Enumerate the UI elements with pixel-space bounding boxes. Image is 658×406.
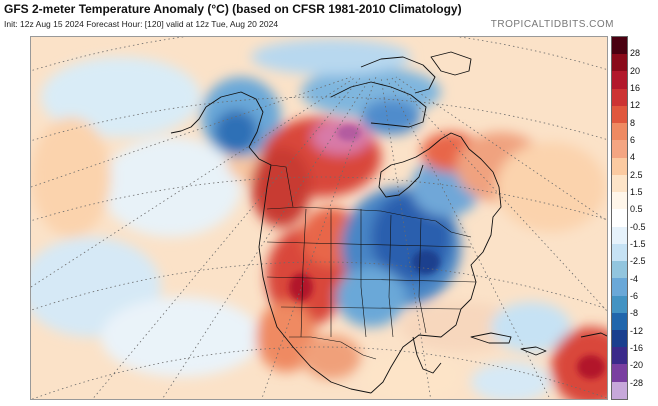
colorbar-label: 2.5 bbox=[630, 169, 643, 180]
colorbar-segment bbox=[612, 226, 627, 244]
colorbar-label: 0.5 bbox=[630, 204, 643, 215]
colorbar-segment bbox=[612, 174, 627, 193]
colorbar-segment bbox=[612, 123, 627, 141]
map-title: GFS 2-meter Temperature Anomaly (°C) (ba… bbox=[4, 2, 462, 16]
colorbar-labels: 28 20 16 12 8 6 4 2.5 1.5 0.5 -0.5 -1.5 -2.5 -4 -6 -8 -1… bbox=[630, 36, 658, 400]
colorbar-segment bbox=[612, 364, 627, 382]
colorbar-segment bbox=[612, 243, 627, 262]
forecast-info: Init: 12z Aug 15 2024 Forecast Hour: [12… bbox=[4, 19, 279, 29]
colorbar-segment bbox=[612, 295, 627, 313]
colorbar-segment bbox=[612, 37, 627, 55]
colorbar-label: -2.5 bbox=[630, 256, 646, 267]
colorbar-label: -16 bbox=[630, 343, 644, 353]
colorbar-label: -6 bbox=[630, 291, 639, 301]
colorbar-label: -0.5 bbox=[630, 221, 646, 232]
anomaly-map bbox=[30, 36, 608, 400]
colorbar-segment bbox=[612, 157, 627, 175]
colorbar-label: 28 bbox=[630, 48, 641, 59]
colorbar-label: -20 bbox=[630, 360, 644, 371]
colorbar-segment bbox=[612, 192, 627, 210]
colorbar-segment bbox=[612, 261, 627, 279]
colorbar-label: 16 bbox=[630, 83, 641, 93]
colorbar-label: -4 bbox=[630, 273, 639, 284]
colorbar-label: -8 bbox=[630, 308, 639, 319]
colorbar-segment bbox=[612, 209, 627, 227]
map-canvas bbox=[31, 37, 607, 399]
coastlines bbox=[170, 51, 607, 394]
graticule bbox=[31, 37, 607, 399]
colorbar-label: -1.5 bbox=[630, 239, 646, 249]
site-brand: TROPICALTIDBITS.COM bbox=[490, 19, 614, 30]
colorbar-segment bbox=[612, 347, 627, 365]
colorbar-label: 12 bbox=[630, 100, 641, 111]
colorbar-segment bbox=[612, 140, 627, 158]
colorbar bbox=[611, 36, 628, 400]
colorbar-segment bbox=[612, 105, 627, 124]
political-borders bbox=[266, 164, 477, 360]
colorbar-label: 6 bbox=[630, 135, 636, 145]
colorbar-segment bbox=[612, 88, 627, 106]
colorbar-segment bbox=[612, 312, 627, 330]
anomaly-detail bbox=[289, 125, 605, 379]
colorbar-segment bbox=[612, 381, 627, 399]
colorbar-label: 20 bbox=[630, 65, 641, 76]
colorbar-label: 8 bbox=[630, 117, 636, 128]
colorbar-label: 4 bbox=[630, 152, 636, 163]
colorbar-label: -28 bbox=[630, 377, 644, 388]
colorbar-label: 1.5 bbox=[630, 187, 643, 197]
colorbar-segment bbox=[612, 71, 627, 89]
colorbar-label: -12 bbox=[630, 325, 644, 336]
colorbar-segment bbox=[612, 329, 627, 348]
colorbar-segment bbox=[612, 54, 627, 72]
colorbar-segment bbox=[612, 278, 627, 296]
